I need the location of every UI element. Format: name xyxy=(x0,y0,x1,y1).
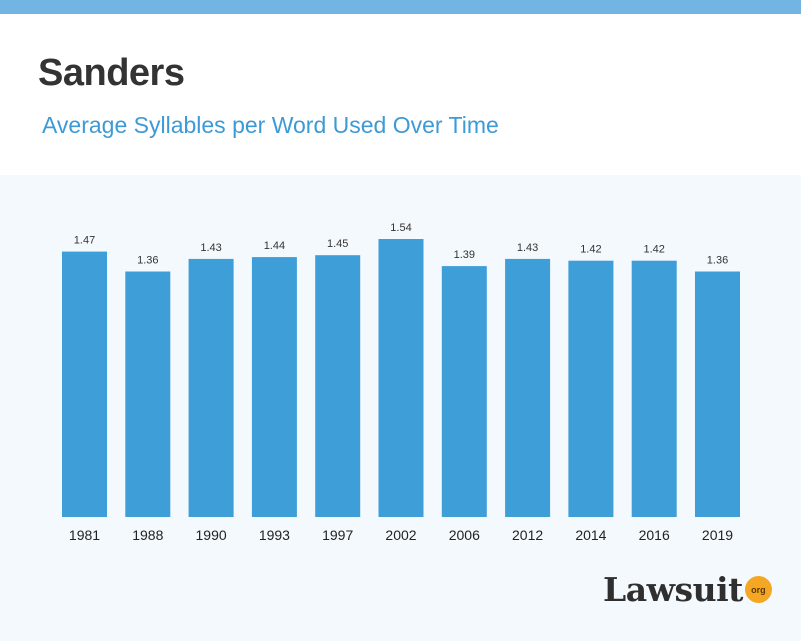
x-tick-1981: 1981 xyxy=(69,527,100,543)
bar-2002 xyxy=(378,239,424,517)
chart-title: Sanders xyxy=(38,52,185,94)
x-tick-2014: 2014 xyxy=(575,527,606,543)
data-label-1993: 1.44 xyxy=(264,240,285,252)
x-tick-2002: 2002 xyxy=(385,527,416,543)
x-tick-1997: 1997 xyxy=(322,527,353,543)
data-label-1997: 1.45 xyxy=(327,238,348,250)
lawsuit-logo: Lawsuit org xyxy=(603,570,772,614)
bar-1981 xyxy=(62,251,107,517)
chart-subtitle: Average Syllables per Word Used Over Tim… xyxy=(42,112,499,138)
top-accent-bar xyxy=(0,0,801,14)
logo-badge-icon: org xyxy=(744,576,772,603)
data-label-2014: 1.42 xyxy=(580,244,601,256)
x-tick-2016: 2016 xyxy=(639,527,670,543)
data-label-2019: 1.36 xyxy=(707,255,728,267)
bar-1997 xyxy=(315,255,361,517)
logo-wordmark: Lawsuit xyxy=(603,570,743,609)
x-tick-1993: 1993 xyxy=(259,527,290,543)
data-label-2012: 1.43 xyxy=(517,242,538,254)
x-tick-1988: 1988 xyxy=(132,527,163,543)
x-tick-2019: 2019 xyxy=(702,527,733,543)
data-label-2016: 1.42 xyxy=(643,244,664,256)
bar-2019 xyxy=(695,271,740,517)
bar-2014 xyxy=(568,260,614,517)
bar-1990 xyxy=(188,258,234,517)
data-label-1990: 1.43 xyxy=(200,242,221,254)
data-label-2006: 1.39 xyxy=(454,249,475,261)
bar-2006 xyxy=(441,266,487,517)
x-tick-2006: 2006 xyxy=(449,527,480,543)
bar-chart: 1.47 1981 1.36 1988 1.43 1990 1.44 1993 1.45 1997… xyxy=(62,222,740,543)
data-label-2002: 1.54 xyxy=(390,222,411,234)
bar-1993 xyxy=(251,257,297,517)
x-tick-1990: 1990 xyxy=(196,527,227,543)
data-label-1988: 1.36 xyxy=(137,255,158,267)
chart-panel: 1.47 1981 1.36 1988 1.43 1990 1.44 1993 1.45 1997… xyxy=(0,175,801,641)
bar-2016 xyxy=(631,260,677,517)
bar-1988 xyxy=(125,271,171,517)
bar-2012 xyxy=(505,258,551,517)
data-label-1981: 1.47 xyxy=(74,235,95,247)
x-tick-2012: 2012 xyxy=(512,527,543,543)
